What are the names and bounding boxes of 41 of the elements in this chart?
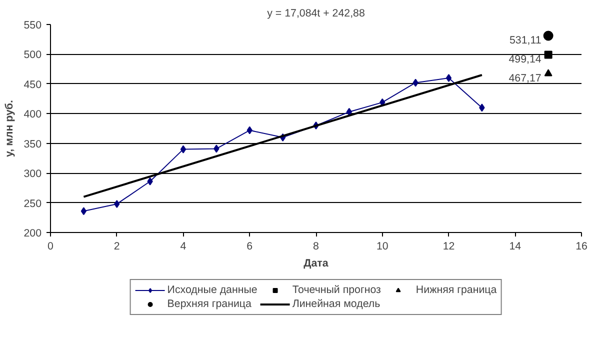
y-tick-label: 450 xyxy=(24,78,42,91)
point xyxy=(147,177,153,186)
y-tick-label: 250 xyxy=(24,198,42,210)
point xyxy=(214,144,220,153)
x-tick-label: 0 xyxy=(48,240,54,252)
y-tick-label: 550 xyxy=(24,20,42,32)
point xyxy=(180,145,186,154)
x-tick-label: 6 xyxy=(246,240,253,252)
y-tick-label: 400 xyxy=(24,108,42,121)
point xyxy=(114,200,120,208)
legend-label: Линейная модель xyxy=(292,298,380,310)
point xyxy=(544,50,552,59)
legend-label: Нижняя граница xyxy=(416,284,497,296)
legend-label: Точечный прогноз xyxy=(292,284,381,296)
data-label: 531,11 xyxy=(510,34,542,47)
legend-label: Верхняя граница xyxy=(167,298,252,310)
x-tick-label: 10 xyxy=(376,240,388,252)
x-tick-label: 12 xyxy=(442,240,455,252)
x-axis-title: Дата xyxy=(304,258,328,270)
x-tick-label: 8 xyxy=(313,240,320,252)
x-tick-label: 2 xyxy=(114,240,120,252)
text: y = 17,084t + 242,88 xyxy=(267,8,365,20)
y-tick-label: 350 xyxy=(24,138,42,150)
data-label: 499,14 xyxy=(508,54,542,66)
x-tick-label: 4 xyxy=(180,240,186,252)
y-axis-title: y, млн руб. xyxy=(4,100,16,157)
x-tick-label: 14 xyxy=(509,240,522,252)
point xyxy=(80,207,87,216)
point xyxy=(346,108,352,116)
point xyxy=(543,30,554,41)
point xyxy=(246,126,252,134)
point xyxy=(479,104,485,112)
legend-label: Исходные данные xyxy=(167,284,258,296)
y-tick-label: 200 xyxy=(24,228,42,240)
point xyxy=(412,78,418,87)
data-label: 467,17 xyxy=(508,72,542,85)
x-tick-label: 16 xyxy=(576,240,588,252)
point xyxy=(544,69,552,76)
point xyxy=(446,74,452,82)
y-tick-label: 500 xyxy=(24,49,42,62)
y-tick-label: 300 xyxy=(24,168,42,180)
